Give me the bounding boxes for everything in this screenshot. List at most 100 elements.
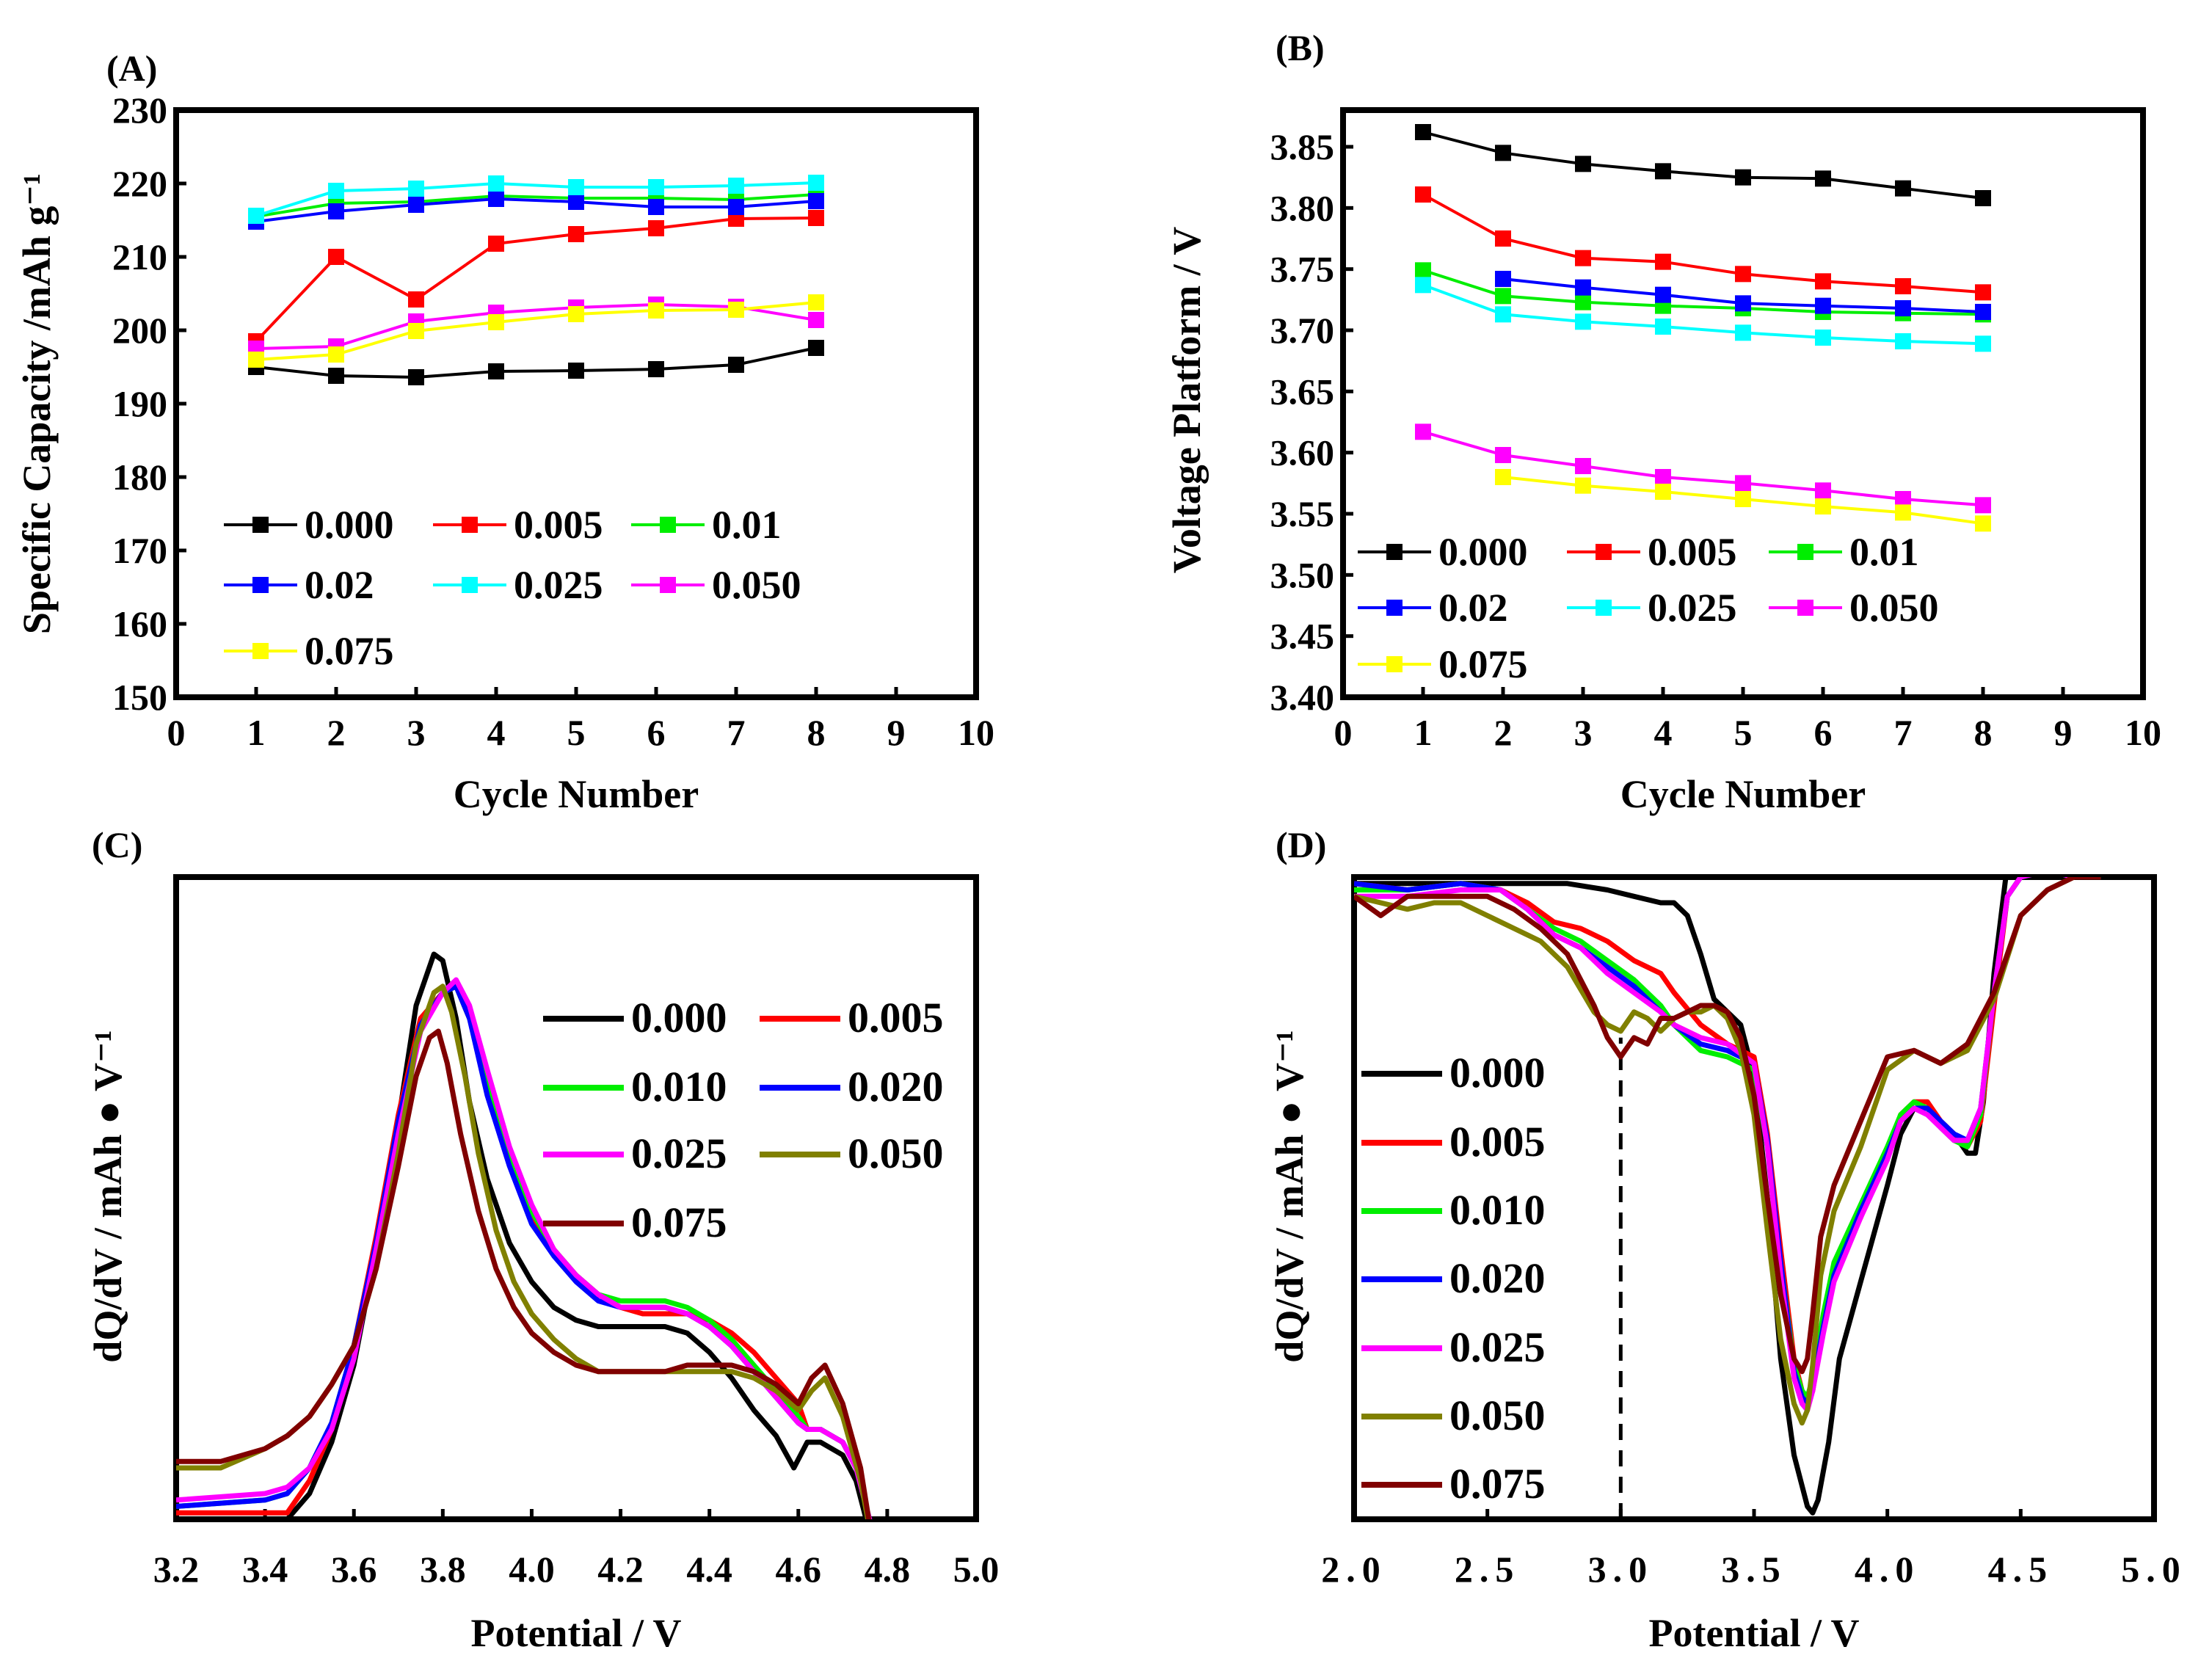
x-tick-label-a: 2 (327, 712, 346, 753)
data-point-a-0_005 (488, 236, 504, 252)
x-tick-label-a: 10 (958, 712, 994, 753)
x-tick-label-c: 4.2 (597, 1549, 644, 1590)
data-point-a-0_005 (568, 226, 584, 242)
x-tick-label-a: 7 (727, 712, 746, 753)
data-point-a-0_050 (808, 312, 824, 328)
data-point-a-0_025 (728, 178, 744, 194)
data-point-b-0_005 (1735, 266, 1751, 283)
data-point-b-0_050 (1655, 469, 1671, 485)
data-point-a-0_02 (648, 199, 664, 215)
data-point-a-0_000 (648, 361, 664, 377)
legend-label-a-0_005: 0.005 (514, 503, 603, 547)
x-tick-label-c: 3.2 (153, 1549, 200, 1590)
data-point-b-0_02 (1575, 279, 1591, 296)
data-point-b-0_075 (1735, 491, 1751, 507)
x-tick-label-c: 5.0 (953, 1549, 1000, 1590)
series-line-a-0_050 (255, 302, 817, 350)
x-tick-label-d: 3.5 (1721, 1549, 1787, 1590)
legend-label-b-0_050: 0.050 (1849, 586, 1939, 630)
y-tick-label-a: 150 (112, 677, 167, 718)
x-tick-label-b: 9 (2054, 712, 2073, 753)
legend-label-c-0_020: 0.020 (848, 1063, 944, 1110)
legend-marker-a-0_075 (252, 643, 269, 659)
legend-label-c-0_000: 0.000 (631, 994, 727, 1041)
data-point-b-0_005 (1895, 278, 1911, 294)
data-point-a-0_025 (648, 179, 664, 195)
legend-label-c-0_025: 0.025 (631, 1130, 727, 1177)
legend-label-a-0_050: 0.050 (712, 563, 801, 607)
data-point-a-0_02 (488, 191, 504, 207)
plot-frame-c (173, 874, 979, 1522)
legend-label-a-0_025: 0.025 (514, 563, 603, 607)
series-curve-d-0_075 (1354, 877, 2101, 1375)
legend-label-c-0_050: 0.050 (848, 1130, 944, 1177)
data-point-b-0_02 (1655, 286, 1671, 303)
data-point-b-0_075 (1895, 504, 1911, 521)
data-point-b-0_02 (1735, 295, 1751, 312)
y-tick-label-b: 3.75 (1270, 249, 1335, 290)
data-point-a-0_02 (808, 193, 824, 209)
data-point-a-0_025 (808, 175, 824, 191)
data-point-a-0_000 (488, 363, 504, 379)
x-tick-label-b: 2 (1494, 712, 1513, 753)
data-point-b-0_005 (1975, 284, 1991, 301)
data-point-b-0_050 (1815, 482, 1831, 499)
y-tick-label-a: 200 (112, 310, 167, 351)
y-tick-label-b: 3.85 (1270, 126, 1335, 167)
data-point-b-0_075 (1815, 498, 1831, 514)
panel-c-label: (C) (92, 824, 142, 865)
x-tick-label-d: 4.0 (1855, 1549, 1921, 1590)
data-point-b-0_02 (1815, 297, 1831, 314)
x-tick-label-d: 4.5 (1988, 1549, 2054, 1590)
data-point-b-0_000 (1495, 145, 1511, 161)
x-tick-label-b: 3 (1574, 712, 1593, 753)
data-point-a-0_000 (408, 369, 424, 385)
y-axis-title-b: Voltage Platform / V (1165, 227, 1209, 573)
x-tick-label-b: 1 (1414, 712, 1433, 753)
series-line-b-0_000 (1422, 131, 1984, 200)
data-point-b-0_025 (1735, 324, 1751, 341)
data-point-a-0_02 (568, 194, 584, 210)
data-point-a-0_025 (328, 183, 344, 199)
y-tick-label-a: 170 (112, 530, 167, 571)
data-point-a-0_005 (328, 249, 344, 265)
data-point-b-0_075 (1975, 515, 1991, 532)
data-point-b-0_01 (1495, 288, 1511, 305)
data-point-a-0_025 (568, 179, 584, 195)
y-tick-label-a: 220 (112, 163, 167, 204)
legend-marker-a-0_02 (252, 577, 269, 593)
legend-label-d-0_075: 0.075 (1449, 1460, 1546, 1508)
x-tick-label-b: 4 (1654, 712, 1673, 753)
x-tick-label-b: 5 (1734, 712, 1753, 753)
legend-label-b-0_005: 0.005 (1648, 530, 1737, 574)
legend-label-a-0_02: 0.02 (305, 563, 374, 607)
panel-b-label: (B) (1276, 27, 1325, 68)
x-tick-label-a: 6 (647, 712, 666, 753)
y-tick-label-b: 3.65 (1270, 371, 1335, 412)
data-point-b-0_005 (1815, 273, 1831, 290)
legend-label-c-0_075: 0.075 (631, 1199, 727, 1246)
y-tick-label-a: 190 (112, 383, 167, 424)
data-point-b-0_050 (1975, 497, 1991, 514)
legend-marker-b-0_02 (1386, 600, 1402, 616)
data-point-b-0_005 (1415, 186, 1431, 203)
data-point-a-0_005 (408, 291, 424, 308)
legend-label-d-0_050: 0.050 (1449, 1392, 1546, 1439)
y-axis-title-c: dQ/dV / mAh ● V⁻¹ (86, 1030, 130, 1362)
x-tick-label-a: 3 (407, 712, 426, 753)
y-tick-label-b: 3.50 (1270, 554, 1335, 595)
x-tick-label-b: 0 (1334, 712, 1353, 753)
data-point-a-0_075 (728, 302, 744, 318)
data-point-a-0_075 (248, 352, 264, 368)
series-line-b-0_005 (1422, 193, 1984, 294)
x-tick-label-c: 3.6 (331, 1549, 377, 1590)
data-point-a-0_025 (408, 181, 424, 197)
data-point-b-0_050 (1735, 475, 1751, 492)
data-point-a-0_005 (648, 220, 664, 236)
chart-b: 0 1 2 3 4 5 6 7 8 9 10 Cycle Number 3.40 3.45 3.50 3.55… (1165, 107, 2161, 816)
data-point-b-0_000 (1735, 169, 1751, 186)
data-point-b-0_025 (1975, 335, 1991, 352)
data-point-a-0_075 (408, 323, 424, 339)
data-point-a-0_075 (808, 294, 824, 310)
